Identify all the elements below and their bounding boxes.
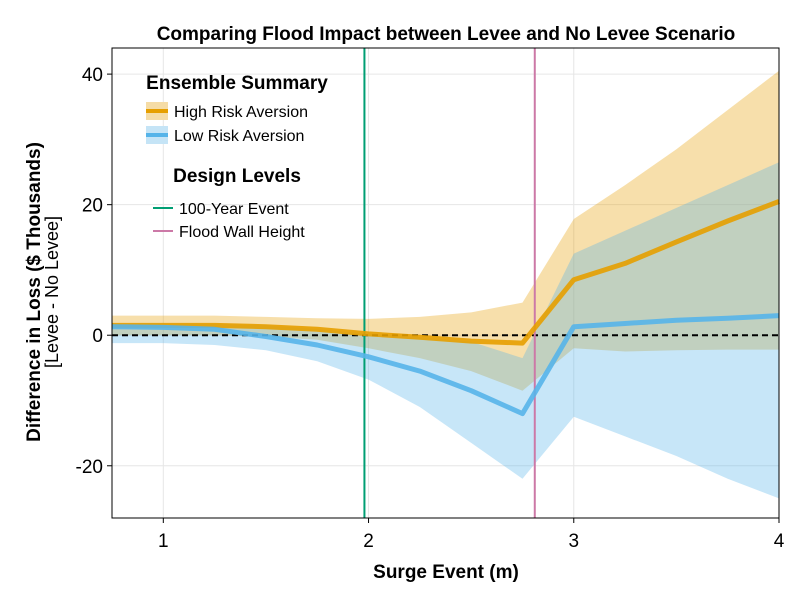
y-tick-label-3: 40 (82, 65, 103, 86)
series-line-1 (111, 313, 780, 417)
y-tick-label-0: -20 (76, 457, 103, 478)
legend-label-100-year: 100-Year Event (179, 201, 289, 218)
band-series-1 (112, 162, 779, 499)
legend-design-heading: Design Levels (173, 166, 301, 187)
y-tick-label-2: 20 (82, 196, 103, 217)
legend-label-flood-wall: Flood Wall Height (179, 224, 305, 241)
x-axis-label: Surge Event (m) (373, 562, 519, 583)
band-series-0 (112, 70, 779, 391)
x-tick-label-3: 4 (774, 531, 785, 552)
legend-item-flood-wall: Flood Wall Height (153, 224, 305, 241)
plot-frame (111, 47, 780, 519)
series-lines (111, 199, 780, 417)
y-axis-sublabel: [Levee - No Levee] (42, 216, 62, 368)
x-tick-label-2: 3 (568, 531, 579, 552)
x-ticks: 1 2 3 4 (158, 518, 785, 552)
legend-summary-heading: Ensemble Summary (146, 73, 328, 94)
legend-item-high-risk: High Risk Aversion (146, 102, 308, 121)
x-tick-label-1: 2 (363, 531, 374, 552)
y-ticks: -20 0 20 40 (76, 65, 112, 478)
legend-item-low-risk: Low Risk Aversion (146, 126, 304, 145)
legend-item-100-year: 100-Year Event (153, 201, 289, 218)
legend-label-high-risk: High Risk Aversion (174, 104, 308, 121)
design-level-lines (363, 48, 536, 518)
chart-title: Comparing Flood Impact between Levee and… (157, 24, 736, 45)
legend-label-low-risk: Low Risk Aversion (174, 128, 304, 145)
legend: Ensemble Summary High Risk Aversion Low … (146, 73, 328, 241)
x-tick-label-0: 1 (158, 531, 169, 552)
confidence-bands (112, 70, 779, 499)
y-axis-label: Difference in Loss ($ Thousands) (24, 142, 45, 442)
y-tick-label-1: 0 (92, 326, 103, 347)
series-line-0 (112, 199, 780, 346)
